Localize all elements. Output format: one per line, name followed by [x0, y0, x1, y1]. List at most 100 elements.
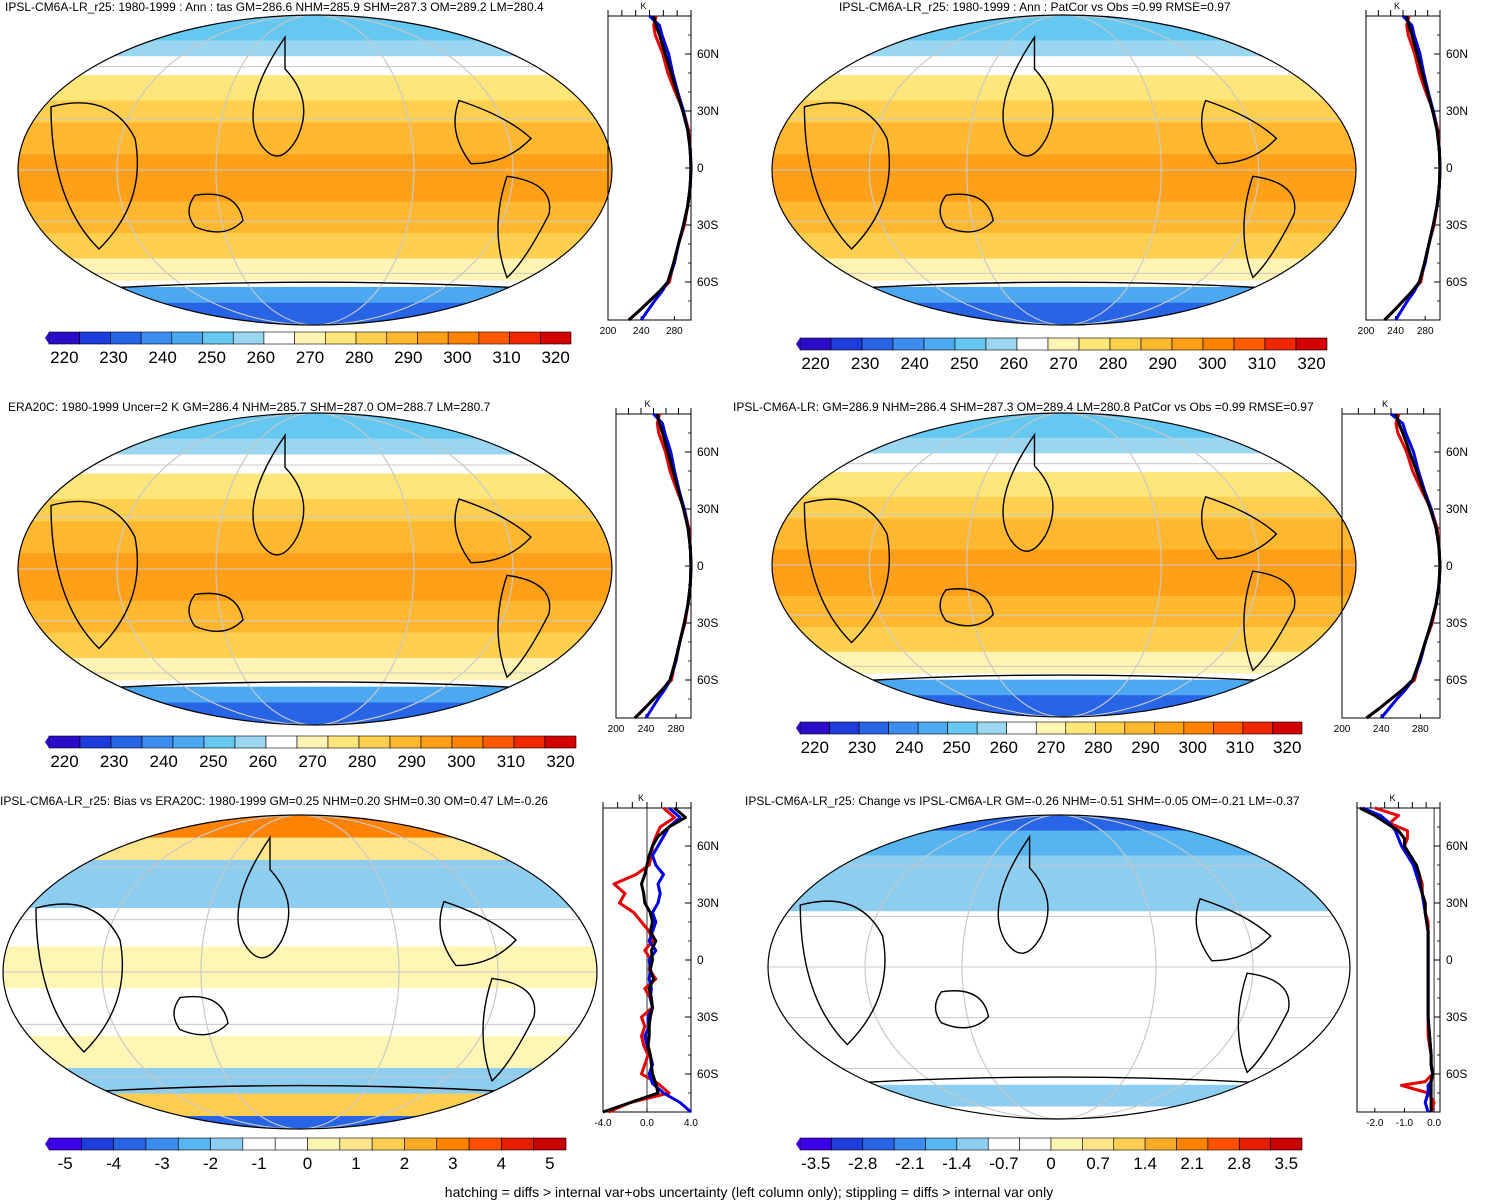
colorbar-swatch: [263, 331, 295, 345]
map-band: [768, 911, 1350, 1086]
map-band: [772, 201, 1356, 235]
colorbar-swatch: [242, 1137, 276, 1151]
colorbar-swatch: [307, 1137, 341, 1151]
lat-label: 60S: [697, 275, 718, 289]
colorbar-label: 300: [1198, 354, 1226, 373]
colorbar-swatch: [862, 1137, 895, 1151]
x-tick-label: 200: [600, 326, 617, 337]
colorbar-swatch: [48, 1137, 82, 1151]
colorbar-label: 230: [851, 354, 879, 373]
coastline: [803, 498, 890, 644]
colorbar-swatch: [417, 331, 449, 345]
colorbar-swatch: [1065, 721, 1096, 735]
profile-series: [1362, 806, 1435, 1113]
panel-change: IPSL-CM6A-LR_r25: Change vs IPSL-CM6A-LR…: [745, 790, 1498, 1180]
colorbar-swatch: [947, 721, 978, 735]
coastline: [237, 835, 290, 959]
graticule: [966, 15, 1162, 325]
coastline: [823, 1076, 1295, 1086]
colorbar-swatch: [923, 337, 956, 351]
map-band: [3, 1093, 597, 1117]
colorbar-label: 3.5: [1274, 1154, 1298, 1173]
map-band: [3, 837, 597, 861]
colorbar-label: 230: [848, 738, 876, 757]
lat-label: 60N: [697, 47, 719, 61]
map-band: [772, 154, 1356, 203]
colorbar: -5 -4 -3 -2 -1 0 1 2 3 4 5: [45, 1137, 567, 1173]
colorbar-end: [796, 1138, 800, 1150]
colorbar-swatch: [177, 1137, 211, 1151]
lat-label: 60S: [697, 673, 718, 687]
colorbar-swatch: [799, 721, 830, 735]
colorbar-swatch: [1109, 337, 1142, 351]
colorbar-swatch: [501, 1137, 534, 1151]
map-band: [18, 122, 612, 156]
map-band: [772, 286, 1356, 304]
map-band: [772, 673, 1356, 681]
colorbar-swatch: [1238, 1137, 1271, 1151]
x-tick-label: 0.0: [640, 1118, 654, 1129]
map-band: [772, 100, 1356, 124]
panel-title: IPSL-CM6A-LR_r25: 1980-1999 : Ann : tas …: [5, 0, 544, 14]
map-band: [772, 122, 1356, 156]
map-band: [3, 908, 597, 948]
colorbar-swatch: [1207, 1137, 1240, 1151]
colorbar-label: 250: [950, 354, 978, 373]
lat-label: 0: [697, 161, 704, 175]
colorbar-label: 4: [497, 1154, 506, 1173]
coastline: [35, 903, 124, 1053]
profile-frame: [615, 413, 692, 719]
lat-label: 30N: [697, 502, 719, 516]
colorbar-swatch: [830, 337, 863, 351]
coastline: [497, 574, 551, 679]
colorbar-swatch: [1144, 1137, 1177, 1151]
world-map: [17, 412, 613, 726]
panel-ipsl-ref: IPSL-CM6A-LR: GM=286.9 NHM=286.4 SHM=287…: [733, 392, 1498, 782]
colorbar-label: 300: [447, 752, 475, 771]
colorbar-swatch: [48, 735, 81, 749]
lat-label: 60S: [1446, 673, 1467, 687]
coastline: [497, 175, 551, 279]
map-band: [772, 679, 1356, 697]
colorbar-swatch: [1113, 1137, 1146, 1151]
map-border: [17, 412, 613, 726]
colorbar-swatch: [1233, 337, 1266, 351]
coastline: [1200, 495, 1278, 560]
map-band: [768, 1106, 1350, 1119]
colorbar-swatch: [294, 331, 326, 345]
colorbar-label: 320: [1273, 738, 1301, 757]
map-band: [772, 413, 1356, 439]
coastline: [1237, 972, 1290, 1074]
lat-label: 30S: [697, 616, 718, 630]
profile-series: [627, 15, 693, 322]
map-band: [18, 302, 612, 325]
map-band: [768, 830, 1350, 857]
map-band: [18, 686, 612, 704]
x-tick-label: 0.0: [1427, 1118, 1441, 1129]
coastline: [252, 35, 305, 157]
colorbar-label: 230: [99, 348, 127, 367]
colorbar-swatch: [985, 337, 1018, 351]
coastline: [997, 834, 1049, 954]
zonal-profile: K 60N 30N 0 30S 60S 200 240 280: [1358, 1, 1468, 337]
coastline: [934, 990, 990, 1029]
coastline: [482, 977, 536, 1083]
colorbar-label: -1: [251, 1154, 266, 1173]
graticule: [864, 815, 1254, 1119]
lat-label: 0: [697, 559, 704, 573]
colorbar-label: 290: [398, 752, 426, 771]
colorbar-label: 5: [545, 1154, 554, 1173]
colorbar-label: -2: [203, 1154, 218, 1173]
map-band: [768, 1084, 1350, 1108]
zonal-profile: K 60N 30N 0 30S 60S 200 240 280: [600, 1, 719, 337]
colorbar-swatch: [1272, 721, 1303, 735]
lat-label: 60N: [1446, 47, 1468, 61]
colorbar-label: 270: [296, 348, 324, 367]
colorbar-swatch: [436, 1137, 470, 1151]
colorbar-swatch: [355, 331, 388, 345]
coastline: [252, 433, 305, 556]
profile-series: [607, 806, 676, 1114]
colorbar-label: 290: [394, 348, 422, 367]
coastline: [939, 588, 994, 627]
lat-label: 30S: [697, 218, 718, 232]
